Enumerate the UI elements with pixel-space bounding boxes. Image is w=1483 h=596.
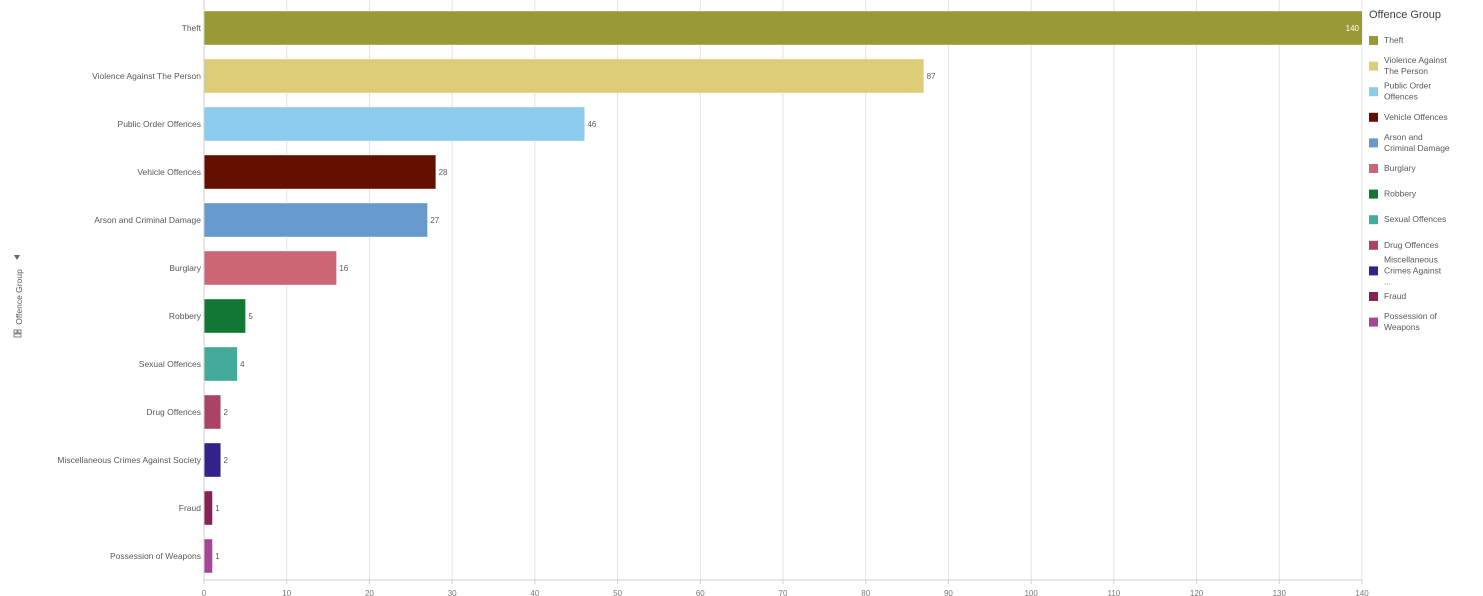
bar[interactable] (204, 347, 238, 381)
x-tick-label: 140 (1355, 589, 1369, 596)
x-tick-label: 60 (696, 589, 705, 596)
value-label: 28 (439, 168, 448, 177)
legend-label: Robbery (1384, 189, 1417, 199)
legend-item[interactable]: Burglary (1369, 163, 1416, 173)
value-label: 27 (430, 216, 439, 225)
bars (204, 11, 1363, 573)
legend-item[interactable]: Possession of Weapons (1369, 311, 1438, 332)
bar[interactable] (204, 155, 436, 189)
bar[interactable] (204, 395, 221, 429)
legend-item[interactable]: Robbery (1369, 189, 1417, 199)
legend-swatch (1369, 138, 1378, 148)
category-label[interactable]: Fraud (179, 503, 201, 513)
value-label: 1 (215, 504, 220, 513)
legend-item[interactable]: Sexual Offences (1369, 214, 1446, 225)
caret-down-icon[interactable] (14, 255, 20, 260)
bar[interactable] (204, 107, 585, 141)
value-label: 2 (224, 456, 229, 465)
legend-label: Sexual Offences (1384, 214, 1446, 224)
value-label: 5 (248, 312, 253, 321)
legend-swatch (1369, 215, 1378, 225)
legend-swatch (1369, 61, 1378, 71)
bar[interactable] (204, 11, 1363, 45)
legend-item[interactable]: Miscellaneous Crimes Against... (1369, 254, 1442, 286)
category-label[interactable]: Possession of Weapons (110, 551, 201, 561)
x-tick-label: 20 (365, 589, 374, 596)
legend-swatch (1369, 36, 1378, 45)
category-label[interactable]: Robbery (169, 311, 202, 321)
legend-swatch (1369, 266, 1378, 276)
category-label[interactable]: Miscellaneous Crimes Against Society (57, 455, 201, 465)
value-labels: 140 87 46 28 27 16 5 4 2 2 1 1 (215, 24, 1359, 561)
legend-item[interactable]: Public Order Offences (1369, 81, 1431, 102)
category-label[interactable]: Violence Against The Person (92, 71, 201, 81)
legend-label: Public Order Offences (1384, 81, 1431, 102)
bar[interactable] (204, 539, 213, 573)
legend-swatch (1369, 240, 1378, 250)
legend-label: Violence Against The Person (1384, 55, 1447, 76)
legend-item[interactable]: Violence Against The Person (1369, 55, 1447, 76)
x-tick-label: 80 (861, 589, 870, 596)
legend-swatch (1369, 189, 1378, 199)
legend-swatch (1369, 87, 1378, 97)
legend: Offence Group Theft Violence Against The P… (1369, 9, 1450, 332)
x-tick-label: 50 (613, 589, 622, 596)
legend-label: Burglary (1384, 163, 1416, 173)
bar[interactable] (204, 443, 221, 477)
value-label: 1 (215, 552, 220, 561)
x-tick-label: 40 (530, 589, 539, 596)
category-label[interactable]: Theft (182, 23, 202, 33)
legend-label: Theft (1384, 35, 1404, 45)
x-tick-label: 130 (1273, 589, 1287, 596)
category-label[interactable]: Public Order Offences (118, 119, 201, 129)
category-label[interactable]: Vehicle Offences (137, 167, 201, 177)
legend-label: Arson and Criminal Damage (1384, 132, 1450, 153)
category-label[interactable]: Arson and Criminal Damage (94, 215, 201, 225)
y-axis-title: Offence Group (14, 269, 24, 325)
legend-label: Vehicle Offences (1384, 112, 1448, 122)
x-tick-label: 90 (944, 589, 953, 596)
bar[interactable] (204, 251, 337, 285)
x-tick-label: 30 (448, 589, 457, 596)
legend-item[interactable]: Vehicle Offences (1369, 112, 1448, 122)
dimension-icon (13, 329, 22, 338)
legend-swatch (1369, 112, 1378, 122)
legend-item[interactable]: Arson and Criminal Damage (1369, 132, 1450, 153)
value-label: 87 (927, 72, 936, 81)
category-label[interactable]: Sexual Offences (139, 359, 201, 369)
legend-label: Possession of Weapons (1384, 311, 1438, 332)
legend-title: Offence Group (1369, 9, 1441, 21)
category-labels: Theft Violence Against The Person Public O… (57, 23, 201, 561)
x-axis-ticks: 0 10 20 30 40 50 60 70 80 90 100 110 120 130 140 (202, 580, 1369, 596)
value-label: 16 (339, 264, 348, 273)
bar[interactable] (204, 59, 924, 93)
legend-label: Miscellaneous Crimes Against... (1384, 254, 1442, 286)
legend-item[interactable]: Fraud (1369, 291, 1406, 301)
x-tick-label: 10 (282, 589, 291, 596)
category-label[interactable]: Drug Offences (146, 407, 201, 417)
x-tick-label: 120 (1190, 589, 1204, 596)
legend-swatch (1369, 164, 1378, 173)
x-tick-label: 110 (1107, 589, 1120, 596)
legend-item[interactable]: Drug Offences (1369, 240, 1439, 250)
y-axis-title-group[interactable]: Offence Group (13, 255, 24, 338)
legend-item[interactable]: Theft (1369, 35, 1404, 45)
x-tick-label: 100 (1024, 589, 1038, 596)
value-label: 2 (224, 408, 229, 417)
category-label[interactable]: Burglary (169, 263, 201, 273)
legend-swatch (1369, 317, 1378, 327)
bar[interactable] (204, 203, 428, 237)
bar[interactable] (204, 299, 246, 333)
value-label: 46 (587, 120, 596, 129)
legend-swatch (1369, 292, 1378, 301)
legend-label: Drug Offences (1384, 240, 1439, 250)
x-tick-label: 0 (202, 589, 207, 596)
bar[interactable] (204, 491, 213, 525)
x-tick-label: 70 (779, 589, 788, 596)
value-label: 140 (1346, 24, 1360, 33)
value-label: 4 (240, 360, 245, 369)
legend-label: Fraud (1384, 291, 1406, 301)
